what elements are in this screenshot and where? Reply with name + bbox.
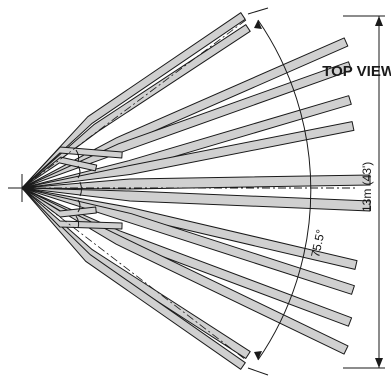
view-title: TOP VIEW xyxy=(322,63,391,80)
angle-arc xyxy=(247,7,312,376)
zone-long-14 xyxy=(21,187,246,370)
zone-short-3 xyxy=(21,187,97,218)
zone-short-4 xyxy=(21,187,123,230)
near-field-mark-1 xyxy=(75,149,80,163)
edge-axis-lower xyxy=(21,187,247,361)
arc-tick-bottom xyxy=(247,367,269,376)
edge-axis-upper xyxy=(21,19,247,189)
zone-short-1 xyxy=(21,146,123,189)
zone-long-8 xyxy=(21,187,371,212)
zone-long-10 xyxy=(21,187,355,295)
detection-zones xyxy=(21,12,371,370)
center-axis xyxy=(21,19,355,361)
angle-label: 75.5° xyxy=(308,228,328,259)
zone-short-2 xyxy=(21,156,98,189)
zone-long-4 xyxy=(21,61,352,189)
arc-tick-top xyxy=(247,7,269,15)
near-field-mark-2 xyxy=(77,165,81,179)
dim-arrow-top xyxy=(375,16,383,26)
arc-arrow-bottom xyxy=(254,351,262,360)
range-dimension xyxy=(343,15,385,369)
arc-arrow-top xyxy=(254,20,262,29)
near-field-mark-5 xyxy=(75,215,80,229)
zone-long-7 xyxy=(21,174,371,190)
near-field-mark-4 xyxy=(77,199,81,213)
sensor-origin-crosshair xyxy=(8,174,36,202)
zone-long-1 xyxy=(21,12,246,189)
range-label: 13m (43') xyxy=(360,162,374,212)
zone-long-2 xyxy=(21,24,251,189)
dim-arrow-bottom xyxy=(375,358,383,368)
angle-arc-line xyxy=(257,19,312,361)
near-field-mark-3 xyxy=(79,181,82,197)
zone-long-6 xyxy=(21,121,355,189)
